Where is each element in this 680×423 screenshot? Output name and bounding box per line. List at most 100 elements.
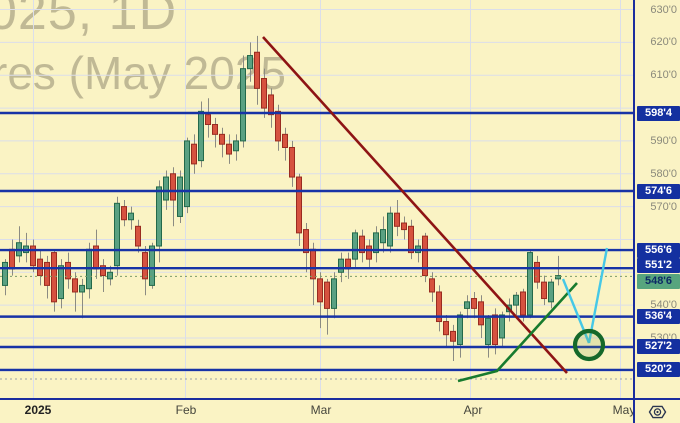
candle-up: [352, 232, 358, 260]
candle-up: [464, 301, 470, 309]
candle-down: [324, 281, 330, 309]
candle-up: [233, 140, 239, 152]
candle-down: [471, 298, 477, 309]
candle-up: [457, 314, 463, 346]
axis-settings-button[interactable]: [633, 400, 680, 423]
level-price-badge: 598'4: [637, 105, 680, 121]
downtrend-trendline[interactable]: [262, 36, 568, 374]
candle-down: [212, 123, 218, 135]
candle-down: [219, 133, 225, 145]
candle-down: [9, 248, 15, 270]
time-axis[interactable]: 2025 Feb Mar Apr May: [0, 398, 680, 423]
price-tick-label: 610'0: [650, 69, 677, 82]
candle-down: [44, 261, 50, 286]
candle-up: [79, 284, 85, 293]
candle-down: [289, 146, 295, 178]
candle-down: [170, 173, 176, 201]
candle-down: [303, 229, 309, 254]
price-tick-label: 630'0: [650, 3, 677, 16]
candle-up: [338, 258, 344, 273]
price-tick-label: 590'0: [650, 134, 677, 147]
level-price-badge: 551'2: [637, 257, 680, 273]
candle-up: [177, 176, 183, 217]
time-tick-label: Feb: [175, 403, 197, 417]
price-tick-label: 540'0: [650, 299, 677, 312]
candle-down: [422, 235, 428, 277]
candle-down: [310, 248, 316, 280]
candle-up: [149, 245, 155, 286]
candle-down: [366, 245, 372, 260]
candle-down: [282, 133, 288, 148]
candle-up: [58, 265, 64, 300]
candle-down: [51, 252, 57, 303]
candle-up: [485, 317, 491, 346]
projection-up-leg[interactable]: [587, 247, 609, 344]
nut-settings-icon: [648, 405, 667, 418]
candle-up: [198, 110, 204, 162]
time-tick-label: Apr: [463, 403, 483, 417]
candle-up: [107, 271, 113, 280]
candle-down: [72, 278, 78, 293]
level-price-badge: 527'2: [637, 339, 680, 355]
candle-up: [156, 186, 162, 247]
level-price-badge: 556'6: [637, 242, 680, 258]
time-tick-label: 2025: [24, 403, 52, 417]
current-price-badge: 548'6: [637, 273, 680, 289]
candle-down: [261, 78, 267, 109]
candle-down: [226, 143, 232, 155]
candle-up: [499, 314, 505, 339]
price-axis[interactable]: 630'0 620'0 610'0 590'0 580'0 570'0 540'0 530'0…: [633, 0, 680, 399]
candle-down: [30, 245, 36, 267]
price-tick-label: 620'0: [650, 36, 677, 49]
level-price-badge: 536'4: [637, 309, 680, 325]
candle-down: [100, 265, 106, 277]
candle-down: [317, 278, 323, 303]
candle-down: [359, 235, 365, 254]
level-price-badge: 520'2: [637, 362, 680, 378]
candle-down: [394, 212, 400, 227]
candle-up: [380, 229, 386, 244]
level-price-badge: 574'6: [637, 183, 680, 199]
candle-down: [296, 176, 302, 234]
candle-up: [513, 294, 519, 306]
candle-up: [2, 261, 8, 286]
candle-down: [254, 51, 260, 89]
candle-down: [135, 225, 141, 247]
candle-up: [527, 252, 533, 316]
candle-down: [191, 143, 197, 165]
uptrend-trendline[interactable]: [457, 282, 578, 383]
candle-down: [275, 110, 281, 142]
candle-down: [478, 301, 484, 326]
candle-up: [247, 55, 253, 70]
time-tick-label: Mar: [310, 403, 332, 417]
candle-down: [142, 252, 148, 280]
time-tick-label: May: [612, 403, 636, 417]
candle-down: [408, 225, 414, 254]
candle-down: [541, 281, 547, 300]
price-tick-label: 580'0: [650, 167, 677, 180]
candle-down: [436, 291, 442, 323]
candle-down: [65, 261, 71, 280]
candle-down: [401, 222, 407, 231]
candle-down: [492, 314, 498, 346]
candle-down: [534, 261, 540, 283]
candle-up: [163, 176, 169, 201]
price-tick-label: 570'0: [650, 200, 677, 213]
candle-down: [450, 330, 456, 342]
candle-down: [429, 278, 435, 293]
candle-up: [331, 278, 337, 309]
candle-down: [205, 114, 211, 125]
candle-down: [121, 206, 127, 221]
candle-up: [240, 68, 246, 142]
target-circle[interactable]: [572, 328, 606, 362]
candle-up: [128, 212, 134, 221]
candle-up: [114, 202, 120, 267]
candle-down: [443, 321, 449, 336]
candle-down: [268, 94, 274, 116]
candle-up: [555, 275, 561, 280]
candle-down: [520, 291, 526, 316]
candle-up: [387, 212, 393, 247]
candle-up: [548, 281, 554, 303]
